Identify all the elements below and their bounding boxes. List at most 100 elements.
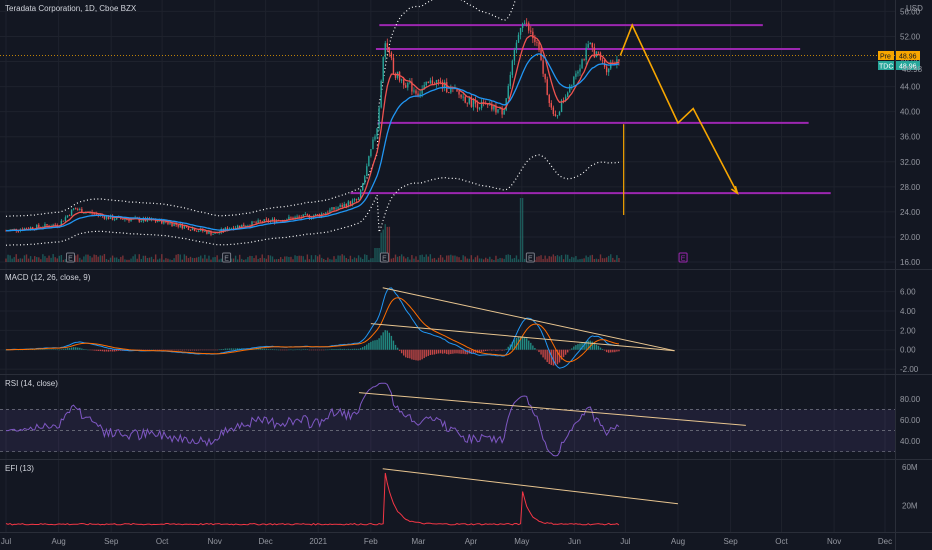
candle-body [552,107,555,115]
macd-histogram-bar [587,340,589,350]
candle-body [171,222,173,227]
macd-trendline [370,323,675,352]
macd-histogram-bar [603,349,606,351]
macd-histogram-bar [72,347,75,350]
candle-body [573,76,575,85]
volume-bar [282,258,284,262]
macd-histogram-bar [390,335,393,350]
candle-body [331,207,333,210]
time-tick-label: Feb [364,537,378,546]
candle-body [495,105,497,113]
volume-bar [259,257,261,262]
volume-bar [431,258,434,262]
macd-histogram-bar [89,349,91,351]
macd-histogram-bar [218,349,220,351]
volume-bar [269,255,272,262]
candle-body [575,73,577,77]
macd-histogram-bar [616,349,618,352]
volume-bar [597,259,600,262]
candle-body [567,92,569,97]
candle-body [210,231,212,235]
macd-histogram-bar [470,349,473,354]
candle-body [105,216,108,219]
macd-histogram-bar [507,346,509,350]
candle-body [509,74,511,86]
time-tick-label: May [514,537,529,546]
volume-bar [347,259,350,262]
candle-body [507,85,509,99]
rsi-pane[interactable]: 80.00 60.00 40.00 [0,382,921,457]
candle-body [257,220,259,223]
macd-histogram-bar [175,349,177,351]
macd-histogram-bar [493,349,495,351]
time-tick-label: Sep [723,537,738,546]
volume-bar [579,259,581,262]
macd-histogram-bar [157,349,159,351]
macd-histogram-bar [161,349,163,351]
candle-body [564,96,567,101]
macd-tick-label: 0.00 [900,346,916,355]
macd-histogram-bar [614,349,616,353]
volume-bar [419,255,421,262]
macd-histogram-bar [152,349,155,351]
macd-histogram-bar [263,348,265,350]
efi-pane[interactable]: 60M 20M [5,463,918,526]
time-tick-label: Jul [1,537,11,546]
macd-histogram-bar [142,349,145,351]
macd-histogram-bar [31,349,34,350]
candle-body [113,219,116,221]
candle-body [167,222,169,224]
candle-body [195,230,198,232]
candle-body [571,84,573,86]
volume-bar [183,254,186,262]
volume-bar [550,256,552,262]
macd-histogram-bar [183,349,186,351]
volume-bar [593,258,596,262]
earnings-marker [222,252,232,263]
volume-bar [562,259,565,262]
earnings-marker [525,252,535,263]
projection-path[interactable] [619,23,739,216]
macd-histogram-bar [501,349,503,351]
volume-bar [485,257,487,262]
candle-body [618,59,620,62]
time-axis[interactable]: Jul Aug Sep Oct Nov Dec 2021 Feb Mar Apr May Jun Jul… [1,537,892,546]
candle-body [17,230,19,232]
volume-bar [257,258,259,262]
volume-bar [452,255,454,262]
candle-body [532,31,534,39]
macd-histogram-bar [546,349,548,363]
volume-bar [44,256,46,262]
candle-body [157,221,159,223]
candle-body [364,176,366,184]
candle-body [374,136,376,140]
macd-histogram-bar [550,349,552,365]
volume-bar [265,258,268,262]
macd-histogram-bar [323,349,325,351]
candle-body [327,212,329,214]
volume-bar [376,248,378,262]
volume-bar [318,254,321,262]
rsi-title: RSI (14, close) [5,379,58,388]
time-tick-label: 2021 [309,537,327,546]
macd-histogram-bar [351,348,354,350]
macd-histogram-bar [548,349,550,364]
candle-body [189,229,192,231]
candle-body [44,224,46,228]
price-tick-label: 56.00 [900,7,921,16]
macd-histogram-bar [343,348,345,350]
volume-bar [165,258,167,262]
efi-line [5,472,620,526]
volume-bar [185,255,188,262]
horizontal-zones[interactable] [0,24,895,195]
macd-histogram-bar [458,349,460,354]
macd-histogram-bar [267,349,270,350]
macd-title: MACD (12, 26, close, 9) [5,273,91,282]
candle-body [345,204,347,207]
candle-body [357,198,360,200]
macd-pane[interactable]: 6.00 4.00 2.00 0.00 -2.00 [0,287,919,374]
macd-histogram-bar [349,349,352,350]
volume-bar [564,254,567,262]
